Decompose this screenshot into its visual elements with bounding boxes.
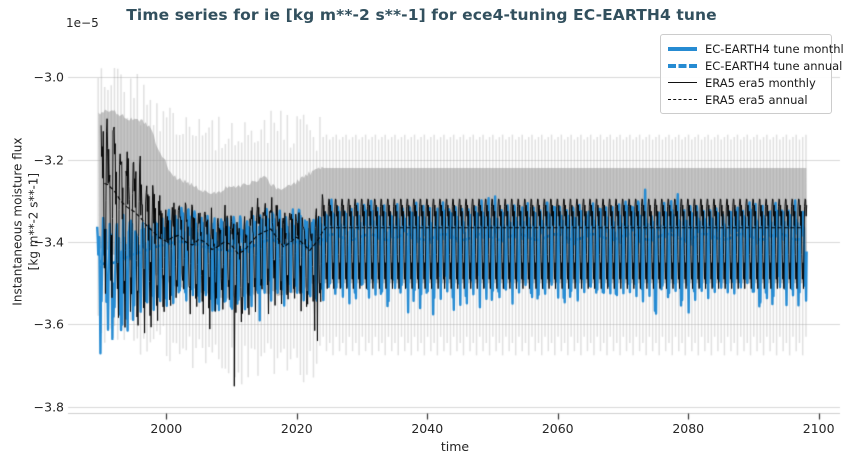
y-axis-label-line1: Instantaneous moisture flux	[10, 137, 25, 306]
x-tick-label: 2080	[672, 421, 705, 436]
y-tick-label: −3.2	[33, 152, 64, 168]
legend-label: ERA5 era5 annual	[705, 92, 808, 107]
y-tick-label: −3.8	[33, 399, 64, 415]
legend-line-swatch-icon	[668, 63, 697, 68]
y-tick-label: −3.6	[33, 316, 64, 332]
chart-title: Time series for ie [kg m**-2 s**-1] for …	[126, 6, 717, 24]
x-tick-label: 2060	[541, 421, 574, 436]
legend-label: EC-EARTH4 tune annual	[705, 58, 843, 73]
y-axis-offset-text: 1e−5	[66, 16, 99, 30]
x-tick-label: 2040	[411, 421, 444, 436]
y-tick-label: −3.0	[33, 69, 64, 85]
legend-item: ERA5 era5 monthly	[668, 74, 823, 91]
legend-item: EC-EARTH4 tune annual	[668, 57, 842, 74]
legend-line-swatch-icon	[668, 46, 697, 51]
x-tick-label: 2000	[150, 421, 183, 436]
legend-label: ERA5 era5 monthly	[705, 75, 816, 90]
legend: EC-EARTH4 tune monthly EC-EARTH4 tune ann…	[660, 34, 843, 114]
x-tick-label: 2100	[802, 421, 835, 436]
legend-line-swatch-icon	[668, 99, 697, 100]
legend-label: EC-EARTH4 tune monthly	[705, 41, 843, 56]
x-tick-label: 2020	[280, 421, 313, 436]
legend-item: ERA5 era5 annual	[668, 91, 823, 108]
x-axis-label: time	[440, 439, 470, 454]
y-tick-label: −3.4	[33, 234, 64, 250]
legend-item: EC-EARTH4 tune monthly	[668, 40, 843, 57]
legend-line-swatch-icon	[668, 82, 697, 83]
